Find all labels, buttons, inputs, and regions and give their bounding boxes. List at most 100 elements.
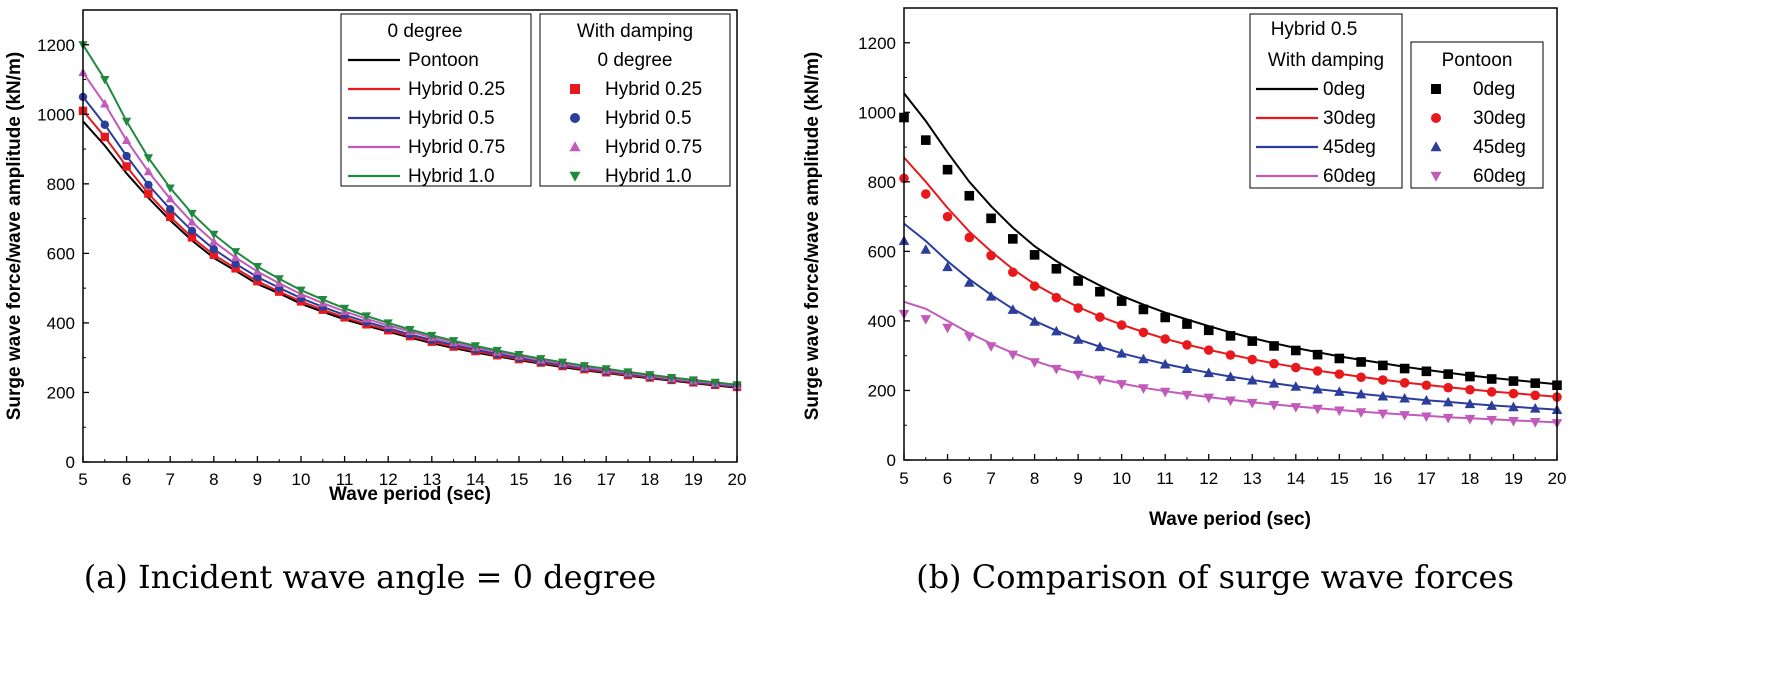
panel-a-data-point-hybrid-1-0	[579, 362, 590, 371]
panel-a-x-tick-label: 20	[728, 470, 747, 489]
panel-b-x-tick-label: 18	[1460, 469, 1479, 488]
panel-b-data-point-30deg	[1095, 312, 1105, 322]
panel-a-x-tick-label: 15	[510, 470, 529, 489]
panel-a-data-point-hybrid-1-0	[645, 371, 655, 380]
panel-b-data-point-30deg	[920, 189, 931, 199]
panel-b-data-point-0deg	[1378, 360, 1388, 371]
panel-a-data-point-hybrid-0-25	[231, 264, 240, 273]
panel-b-data-point-30deg	[1029, 281, 1040, 291]
panel-a-data-point-hybrid-0-25	[187, 233, 197, 242]
panel-b-data-point-45deg	[1181, 363, 1193, 373]
panel-b-data-point-30deg	[1334, 369, 1345, 379]
panel-b-data-point-45deg	[1246, 374, 1258, 385]
panel-b-data-point-45deg	[1225, 371, 1236, 381]
panel-b-data-point-45deg	[964, 277, 975, 287]
panel-a-data-point-hybrid-1-0	[666, 373, 677, 383]
panel-a-data-point-hybrid-0-75	[230, 252, 241, 262]
panel-a-legend-markers-title-line2: 0 degree	[597, 50, 672, 71]
panel-b-data-point-60deg	[1421, 412, 1432, 423]
panel-b-data-point-60deg	[1159, 387, 1171, 398]
panel-b-data-point-45deg	[920, 244, 932, 254]
panel-b-data-point-30deg	[986, 250, 996, 261]
panel-b-y-tick-label: 0	[887, 451, 896, 470]
panel-b-data-point-0deg	[1073, 276, 1083, 286]
panel-b-x-tick-label: 19	[1504, 469, 1523, 488]
panel-b-data-point-60deg	[1072, 370, 1084, 381]
legend-marker-sample	[1430, 171, 1442, 182]
panel-b-data-point-30deg	[1051, 292, 1062, 303]
panel-b-y-tick-label: 600	[868, 242, 896, 261]
panel-b-data-point-45deg	[1508, 401, 1519, 412]
panel-a-x-tick-label: 7	[165, 470, 174, 489]
panel-b-x-tick-label: 10	[1112, 469, 1131, 488]
panel-a-x-tick-label: 5	[78, 470, 87, 489]
panel-b-data-point-0deg	[1051, 263, 1062, 274]
legend-marker-sample	[570, 113, 580, 123]
legend-entry-label: 45deg	[1473, 137, 1526, 158]
panel-b-data-point-0deg	[920, 135, 931, 145]
panel-b-data-point-45deg	[1029, 316, 1040, 326]
panel-a-y-tick-label: 400	[47, 314, 75, 333]
panel-b-data-point-0deg	[1008, 234, 1018, 244]
panel-a-legend-markers-title-line1: With damping	[577, 21, 693, 42]
panel-a-x-tick-label: 9	[253, 470, 262, 489]
panel-b-data-point-60deg	[1529, 418, 1541, 428]
legend-entry-label: Hybrid 0.75	[408, 137, 505, 158]
panel-b-data-point-60deg	[964, 332, 975, 343]
panel-b-x-tick-label: 15	[1330, 469, 1349, 488]
panel-b-data-point-30deg	[1008, 267, 1018, 278]
panel-a-data-point-hybrid-1-0	[405, 325, 415, 335]
panel-a-data-point-hybrid-0-75	[100, 99, 110, 108]
legend-entry-label: 0deg	[1473, 79, 1515, 100]
panel-b-data-point-30deg	[1291, 362, 1301, 373]
panel-a-caption: (a) Incident wave angle = 0 degree	[84, 558, 656, 596]
panel-b-data-point-60deg	[1181, 390, 1193, 401]
panel-b-data-point-60deg	[1094, 375, 1106, 386]
legend-entry-label: Hybrid 0.25	[605, 79, 702, 100]
panel-b-data-point-60deg	[1225, 396, 1236, 407]
legend-entry-label: 0deg	[1323, 79, 1365, 100]
panel-b-data-point-30deg	[1269, 358, 1279, 369]
panel-b-data-point-60deg	[1464, 414, 1476, 425]
panel-a-data-point-hybrid-1-0	[427, 331, 437, 341]
panel-b-data-point-30deg	[1421, 380, 1432, 391]
panel-a-data-point-hybrid-1-0	[557, 358, 568, 368]
legend-entry-label: 30deg	[1323, 108, 1376, 129]
panel-a-data-point-hybrid-1-0	[143, 154, 154, 163]
panel-b-data-point-45deg	[1094, 341, 1106, 352]
panel-a-data-point-hybrid-0-5	[122, 151, 131, 161]
panel-b-data-point-60deg	[1203, 393, 1215, 404]
panel-b-data-point-0deg	[1334, 353, 1345, 364]
panel-b-y-tick-label: 1200	[858, 34, 896, 53]
panel-b-x-tick-label: 8	[1030, 469, 1039, 488]
panel-b-data-point-60deg	[1138, 384, 1149, 394]
panel-b-y-tick-label: 1000	[858, 103, 896, 122]
panel-a-x-tick-label: 11	[336, 470, 354, 489]
panel-b-x-tick-label: 7	[986, 469, 995, 488]
panel-b-data-point-0deg	[1269, 341, 1279, 351]
legend-entry-label: 60deg	[1323, 166, 1376, 187]
panel-b-data-point-60deg	[1377, 409, 1389, 420]
panel-a-data-point-hybrid-1-0	[470, 342, 481, 351]
panel-a-data-point-hybrid-0-75	[187, 217, 197, 226]
legend-entry-label: Hybrid 1.0	[605, 166, 692, 187]
panel-a-data-point-hybrid-0-5	[144, 180, 153, 190]
legend-entry-label: Hybrid 0.5	[605, 108, 692, 129]
panel-a-data-point-hybrid-1-0	[187, 209, 197, 219]
panel-a-data-point-hybrid-1-0	[296, 286, 306, 296]
panel-b-caption: (b) Comparison of surge wave forces	[916, 558, 1514, 596]
panel-a-data-point-hybrid-1-0	[252, 263, 263, 272]
panel-b-x-tick-label: 9	[1073, 469, 1082, 488]
panel-a-data-point-hybrid-0-25	[122, 162, 131, 171]
panel-b-data-point-60deg	[985, 342, 997, 352]
panel-b-data-point-30deg	[1378, 375, 1388, 385]
panel-b-y-tick-label: 200	[868, 381, 896, 400]
panel-b-data-point-0deg	[1399, 363, 1410, 374]
panel-a-data-point-hybrid-1-0	[601, 365, 611, 374]
panel-a-y-tick-label: 1200	[37, 36, 75, 55]
panel-b-data-point-30deg	[1399, 378, 1410, 388]
panel-b-data-point-30deg	[1073, 303, 1083, 313]
panel-b-data-point-30deg	[1225, 350, 1236, 360]
panel-b-data-point-45deg	[985, 291, 997, 301]
panel-a-data-point-hybrid-1-0	[448, 337, 459, 346]
